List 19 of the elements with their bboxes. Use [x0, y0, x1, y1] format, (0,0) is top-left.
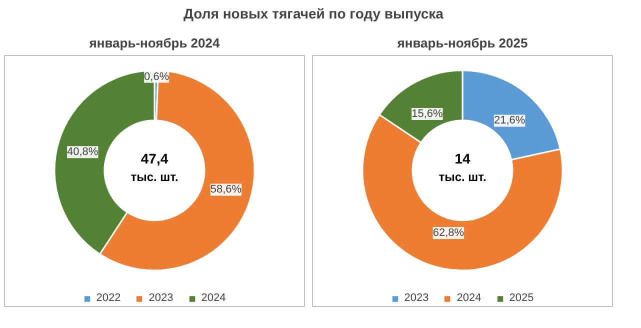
text: тыс. шт. [130, 170, 178, 184]
text: тыс. шт. [438, 170, 486, 184]
text: 14 [454, 150, 470, 166]
data-label: 62,8% [432, 227, 464, 240]
text: 47,4 [140, 150, 168, 166]
legend-label: 2024 [456, 292, 482, 304]
data-label: 21,6% [494, 114, 526, 127]
chart-subtitle: январь-ноябрь 2024 [89, 36, 220, 50]
data-label: 0,6% [144, 70, 170, 83]
chart-subtitle: январь-ноябрь 2025 [397, 36, 528, 50]
data-label: 40,8% [67, 146, 98, 158]
legend-label: 2023 [148, 292, 174, 304]
legend-label: 2022 [96, 292, 121, 304]
legend-label: 2023 [404, 292, 429, 304]
data-label: 15,6% [412, 108, 444, 120]
data-label: 58,6% [210, 184, 242, 196]
legend-label: 2025 [509, 292, 534, 304]
legend-label: 2024 [201, 292, 226, 304]
text: Доля новых тягачей по году выпуска [184, 6, 444, 22]
